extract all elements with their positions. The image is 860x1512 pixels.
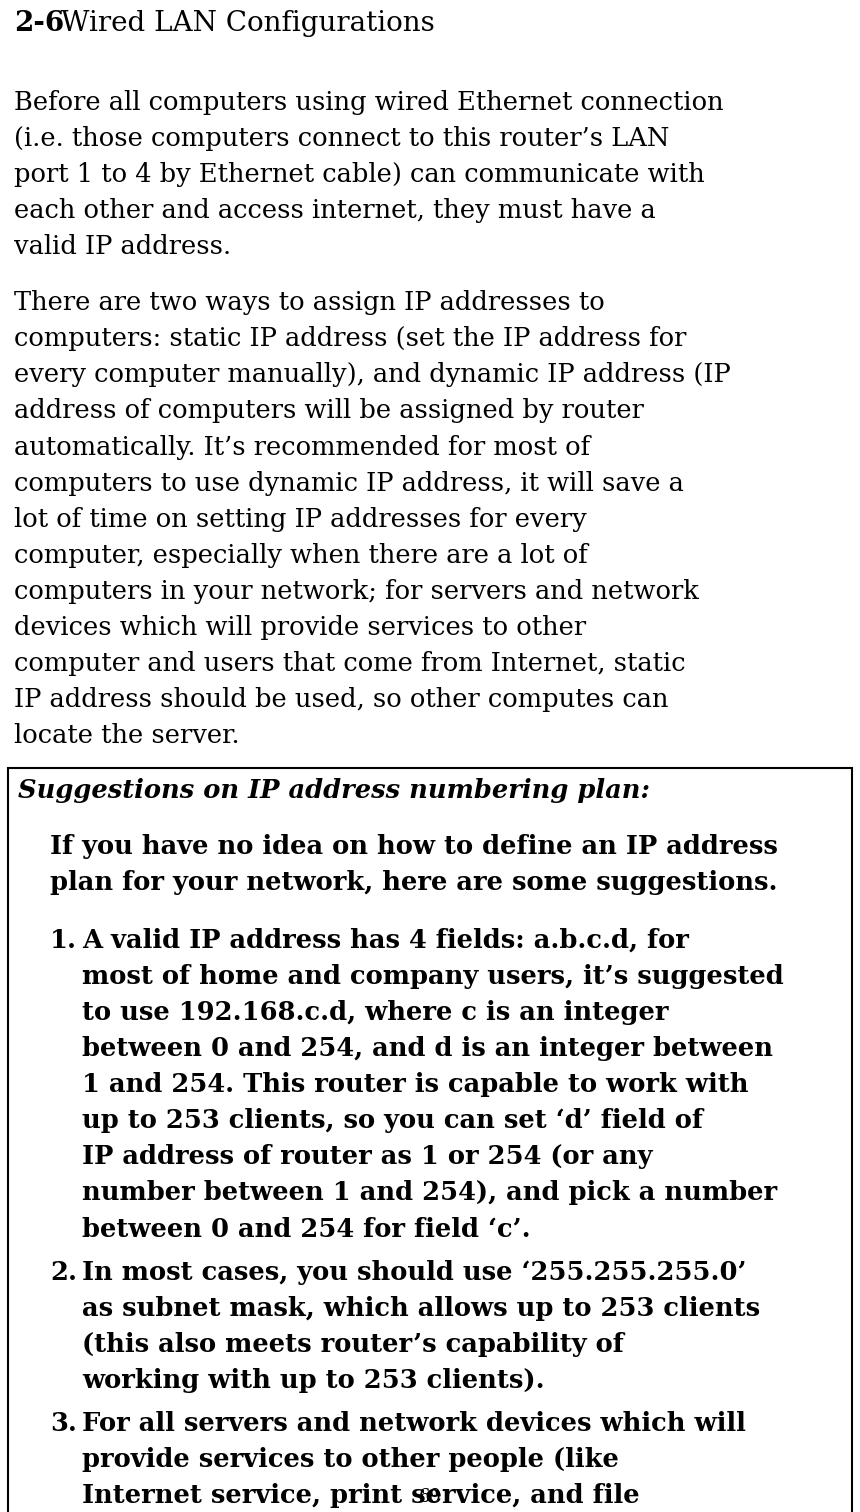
Text: computers to use dynamic IP address, it will save a: computers to use dynamic IP address, it … — [14, 470, 684, 496]
Text: most of home and company users, it’s suggested: most of home and company users, it’s sug… — [82, 965, 783, 989]
Text: working with up to 253 clients).: working with up to 253 clients). — [82, 1368, 544, 1393]
Text: 69: 69 — [419, 1488, 441, 1506]
Text: Suggestions on IP address numbering plan:: Suggestions on IP address numbering plan… — [18, 779, 650, 803]
Text: Wired LAN Configurations: Wired LAN Configurations — [52, 11, 435, 36]
Text: (this also meets router’s capability of: (this also meets router’s capability of — [82, 1332, 624, 1356]
Text: up to 253 clients, so you can set ‘d’ field of: up to 253 clients, so you can set ‘d’ fi… — [82, 1108, 703, 1134]
Text: In most cases, you should use ‘255.255.255.0’: In most cases, you should use ‘255.255.2… — [82, 1259, 746, 1285]
Text: lot of time on setting IP addresses for every: lot of time on setting IP addresses for … — [14, 507, 587, 532]
Text: to use 192.168.c.d, where c is an integer: to use 192.168.c.d, where c is an intege… — [82, 999, 668, 1025]
Text: Internet service, print service, and file: Internet service, print service, and fil… — [82, 1483, 640, 1509]
Text: port 1 to 4 by Ethernet cable) can communicate with: port 1 to 4 by Ethernet cable) can commu… — [14, 162, 704, 187]
FancyBboxPatch shape — [8, 768, 852, 1512]
Text: computers: static IP address (set the IP address for: computers: static IP address (set the IP… — [14, 327, 686, 351]
Text: IP address of router as 1 or 254 (or any: IP address of router as 1 or 254 (or any — [82, 1145, 653, 1169]
Text: every computer manually), and dynamic IP address (IP: every computer manually), and dynamic IP… — [14, 363, 731, 387]
Text: number between 1 and 254), and pick a number: number between 1 and 254), and pick a nu… — [82, 1181, 777, 1205]
Text: locate the server.: locate the server. — [14, 723, 240, 748]
Text: For all servers and network devices which will: For all servers and network devices whic… — [82, 1411, 746, 1436]
Text: 2.: 2. — [50, 1259, 77, 1285]
Text: If you have no idea on how to define an IP address: If you have no idea on how to define an … — [50, 835, 778, 859]
Text: address of computers will be assigned by router: address of computers will be assigned by… — [14, 399, 644, 423]
Text: computer, especially when there are a lot of: computer, especially when there are a lo… — [14, 543, 587, 567]
Text: IP address should be used, so other computes can: IP address should be used, so other comp… — [14, 686, 668, 712]
Text: valid IP address.: valid IP address. — [14, 234, 231, 259]
Text: as subnet mask, which allows up to 253 clients: as subnet mask, which allows up to 253 c… — [82, 1296, 760, 1321]
Text: 3.: 3. — [50, 1411, 77, 1436]
Text: provide services to other people (like: provide services to other people (like — [82, 1447, 619, 1473]
Text: 2-6: 2-6 — [14, 11, 64, 36]
Text: devices which will provide services to other: devices which will provide services to o… — [14, 615, 587, 640]
Text: each other and access internet, they must have a: each other and access internet, they mus… — [14, 198, 655, 224]
Text: plan for your network, here are some suggestions.: plan for your network, here are some sug… — [50, 871, 777, 895]
Text: 1 and 254. This router is capable to work with: 1 and 254. This router is capable to wor… — [82, 1072, 748, 1098]
Text: A valid IP address has 4 fields: a.b.c.d, for: A valid IP address has 4 fields: a.b.c.d… — [82, 928, 689, 953]
Text: between 0 and 254 for field ‘c’.: between 0 and 254 for field ‘c’. — [82, 1217, 531, 1241]
Text: automatically. It’s recommended for most of: automatically. It’s recommended for most… — [14, 434, 590, 460]
Text: Before all computers using wired Ethernet connection: Before all computers using wired Etherne… — [14, 91, 723, 115]
Text: (i.e. those computers connect to this router’s LAN: (i.e. those computers connect to this ro… — [14, 125, 669, 151]
Text: 1.: 1. — [50, 928, 77, 953]
Text: computers in your network; for servers and network: computers in your network; for servers a… — [14, 579, 699, 603]
Text: There are two ways to assign IP addresses to: There are two ways to assign IP addresse… — [14, 290, 605, 314]
Text: computer and users that come from Internet, static: computer and users that come from Intern… — [14, 652, 685, 676]
Text: between 0 and 254, and d is an integer between: between 0 and 254, and d is an integer b… — [82, 1036, 773, 1061]
